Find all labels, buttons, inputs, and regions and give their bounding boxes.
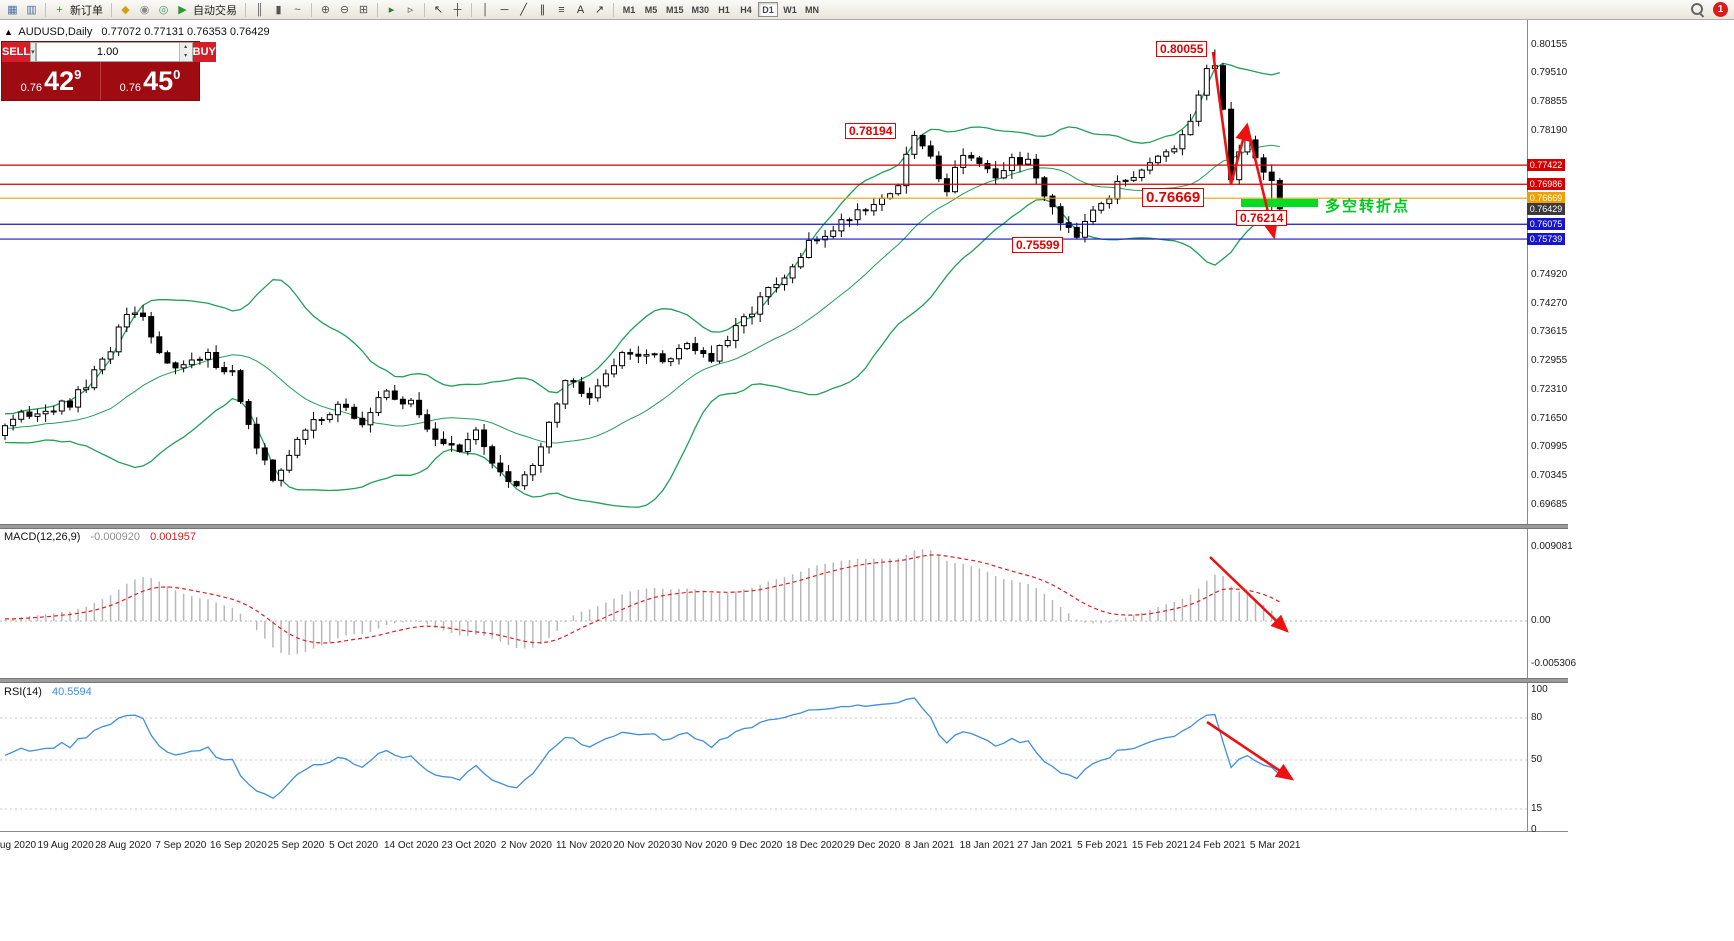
time-axis [0,831,1568,856]
price-axis-separator [1527,20,1528,856]
ohlc-values: 0.77072 0.77131 0.76353 0.76429 [101,26,270,38]
macd-signal-line [5,554,1281,644]
fibonacci-icon[interactable]: ≡ [558,3,565,16]
new-order-icon[interactable]: + [56,3,63,16]
volume-stepper[interactable]: ▴ ▾ [178,43,192,61]
annotation-arrow[interactable] [1211,51,1233,185]
one-click-collapse-icon[interactable]: ▲ [4,27,13,37]
auto-scroll-icon[interactable]: ▸ [388,3,395,16]
rsi-value: 40.5594 [51,686,92,698]
line-chart-icon[interactable]: ~ [294,3,301,16]
toolbar-right-cluster: 1 [1690,2,1728,17]
timeframe-button-mn[interactable]: MN [805,5,820,15]
notification-badge[interactable]: 1 [1713,2,1728,17]
toolbar-separator [111,2,112,17]
arrows-tool-icon[interactable]: ↗ [594,3,605,16]
toolbar-separator [471,2,472,17]
autotrading-icon[interactable]: ▶ [178,3,187,16]
new-chart-icon[interactable]: ▦ [7,3,18,16]
timeframe-button-m5[interactable]: M5 [644,5,658,15]
scripts-icon[interactable]: ◎ [158,3,169,16]
buy-price-pips: 45 [143,65,174,96]
toolbar-separator [377,2,378,17]
macd-label: MACD(12,26,9) -0.000920 0.001957 [4,531,196,543]
macd-title: MACD(12,26,9) [4,531,81,543]
symbol-period-label: AUDUSD,Daily [18,26,93,38]
chart-canvas[interactable] [0,0,1570,860]
chart-shift-icon[interactable]: ▹ [407,3,414,16]
toolbar-separator [424,2,425,17]
sell-price-pips: 42 [44,65,75,96]
new-order-label[interactable]: 新订单 [70,4,103,17]
rsi-panel-separator[interactable] [0,678,1568,683]
rsi-title: RSI(14) [4,686,42,698]
buy-price-point: 0 [173,66,181,82]
timeframe-button-h4[interactable]: H4 [740,5,752,15]
macd-histogram [4,549,1281,655]
toolbar-separator [45,2,46,17]
crosshair-icon[interactable]: ┼ [453,3,462,16]
cursor-icon[interactable]: ↖ [433,3,444,16]
indicators-icon[interactable]: ◆ [121,3,130,16]
tile-windows-icon[interactable]: ⊞ [358,3,369,16]
sell-price-display[interactable]: 0.76 42 9 [2,62,100,100]
zoom-in-icon[interactable]: ⊕ [320,3,331,16]
buy-price-prefix: 0.76 [119,82,142,94]
timeframe-button-w1[interactable]: W1 [783,5,797,15]
text-label-icon[interactable]: A [576,3,585,16]
zoom-out-icon[interactable]: ⊖ [339,3,350,16]
volume-up-icon[interactable]: ▴ [179,43,192,52]
toolbar-separator [245,2,246,17]
timeframe-button-h1[interactable]: H1 [718,5,730,15]
bar-chart-icon[interactable]: ║ [255,3,264,16]
annotation-arrow[interactable] [1209,556,1289,633]
autotrading-label[interactable]: 自动交易 [193,4,237,17]
sell-dropdown-icon[interactable]: ▾ [30,42,36,62]
trendline-icon[interactable]: ╱ [520,3,527,16]
toolbar-separator [613,2,614,17]
timeframe-button-m15[interactable]: M15 [666,5,684,15]
timeframe-button-m30[interactable]: M30 [691,5,710,15]
main-toolbar: ▦ ▥ + 新订单 ◆ ◉ ◎ ▶ 自动交易 ║ ▮ ~ ⊕ ⊖ ⊞ ▸ ▹ ↖ ┼ │ ─ ╱ ∥ ≡ A ↗ M1 M5 M15 M3… [0,0,1734,20]
sell-button[interactable]: SELL [2,42,31,62]
timeframe-button-m1[interactable]: M1 [622,5,636,15]
macd-main-value: -0.000920 [90,531,141,543]
sell-price-prefix: 0.76 [20,82,43,94]
timeframe-button-d1[interactable]: D1 [758,2,779,17]
profiles-icon[interactable]: ▥ [26,3,37,16]
history-center-icon[interactable]: ◉ [139,3,150,16]
rsi-line [4,697,1281,799]
toolbar-separator [311,2,312,17]
vertical-line-icon[interactable]: │ [482,3,489,16]
candlestick-series [2,49,1283,490]
rsi-label: RSI(14) 40.5594 [4,686,92,698]
turning-point-annotation-label[interactable]: 多空转折点 [1325,198,1411,215]
volume-down-icon[interactable]: ▾ [179,52,192,61]
macd-panel-separator[interactable] [0,524,1568,529]
candlestick-chart-icon[interactable]: ▮ [275,3,282,16]
bollinger-bands [4,62,1281,508]
annotation-arrow[interactable] [1206,720,1295,781]
channel-icon[interactable]: ∥ [539,3,546,16]
chart-ohlc-header: ▲ AUDUSD,Daily 0.77072 0.77131 0.76353 0… [4,26,270,38]
volume-input[interactable] [36,43,179,61]
annotation-arrow[interactable] [1229,122,1251,185]
search-icon[interactable] [1690,2,1705,17]
buy-price-display[interactable]: 0.76 45 0 [101,62,199,100]
buy-button[interactable]: BUY [192,42,216,62]
one-click-trading-panel: SELL ▾ ▴▾ BUY 0.76 42 9 0.76 45 0 [1,41,216,101]
horizontal-line-icon[interactable]: ─ [500,3,509,16]
sell-price-point: 9 [74,66,82,82]
macd-signal-value: 0.001957 [150,531,196,543]
